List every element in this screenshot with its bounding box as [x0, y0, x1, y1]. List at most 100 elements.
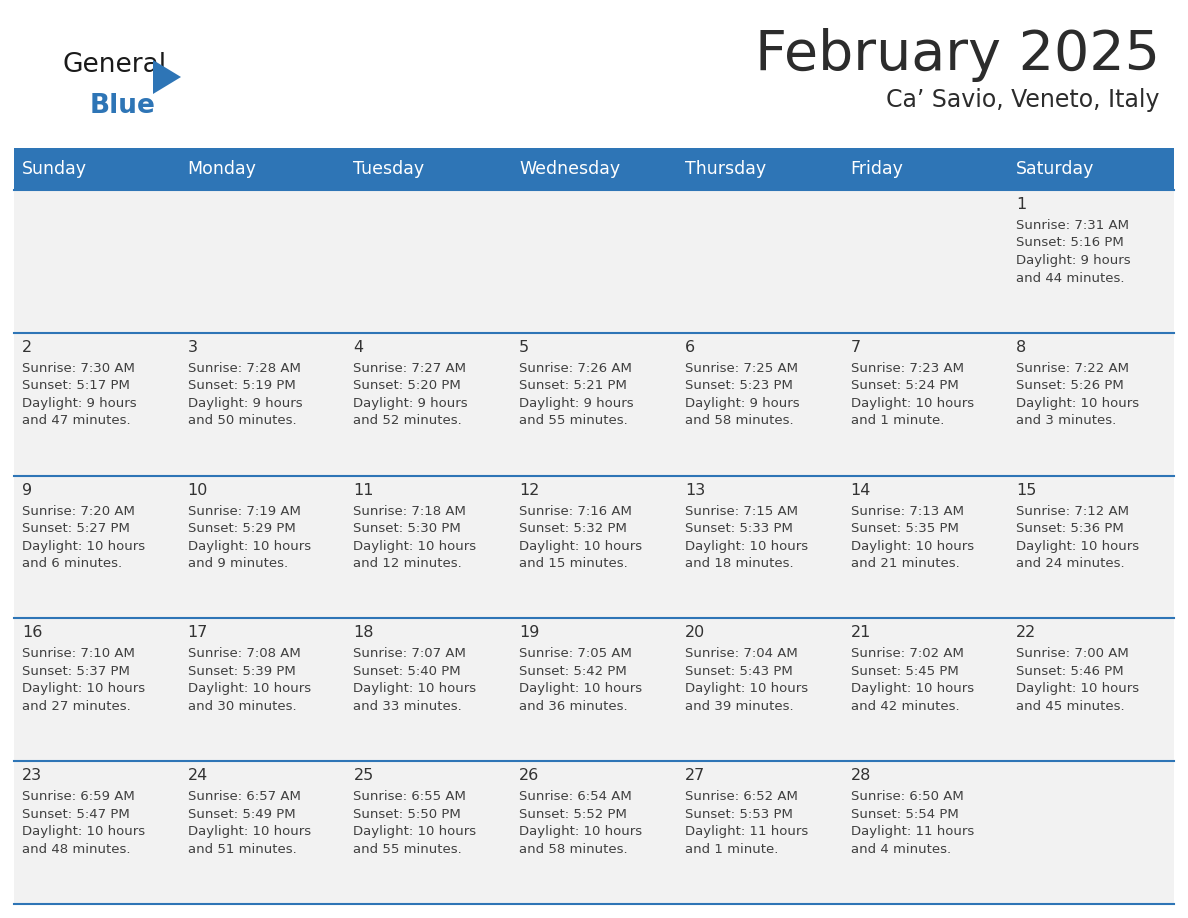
Text: and 50 minutes.: and 50 minutes.	[188, 414, 296, 427]
Text: and 47 minutes.: and 47 minutes.	[23, 414, 131, 427]
Text: and 55 minutes.: and 55 minutes.	[519, 414, 628, 427]
Text: 9: 9	[23, 483, 32, 498]
Text: Sunrise: 7:08 AM: Sunrise: 7:08 AM	[188, 647, 301, 660]
Text: Sunset: 5:52 PM: Sunset: 5:52 PM	[519, 808, 627, 821]
Text: 17: 17	[188, 625, 208, 641]
Bar	[14, 761, 1174, 904]
Text: Tuesday: Tuesday	[353, 160, 424, 178]
Text: and 48 minutes.: and 48 minutes.	[23, 843, 131, 856]
Text: and 52 minutes.: and 52 minutes.	[353, 414, 462, 427]
Text: Sunrise: 7:10 AM: Sunrise: 7:10 AM	[23, 647, 135, 660]
Text: and 51 minutes.: and 51 minutes.	[188, 843, 297, 856]
Text: General: General	[62, 52, 166, 78]
Bar	[14, 619, 1174, 761]
Text: Sunset: 5:26 PM: Sunset: 5:26 PM	[1016, 379, 1124, 392]
Text: 10: 10	[188, 483, 208, 498]
Text: Sunset: 5:47 PM: Sunset: 5:47 PM	[23, 808, 129, 821]
Text: and 27 minutes.: and 27 minutes.	[23, 700, 131, 713]
Text: 20: 20	[684, 625, 706, 641]
Text: 2: 2	[23, 340, 32, 354]
Text: Sunrise: 7:22 AM: Sunrise: 7:22 AM	[1016, 362, 1130, 375]
Text: Sunrise: 7:19 AM: Sunrise: 7:19 AM	[188, 505, 301, 518]
Text: 26: 26	[519, 768, 539, 783]
Text: Sunset: 5:39 PM: Sunset: 5:39 PM	[188, 665, 296, 677]
Text: Sunset: 5:24 PM: Sunset: 5:24 PM	[851, 379, 959, 392]
Text: Monday: Monday	[188, 160, 257, 178]
Text: Sunset: 5:29 PM: Sunset: 5:29 PM	[188, 522, 296, 535]
Text: and 12 minutes.: and 12 minutes.	[353, 557, 462, 570]
Text: Daylight: 10 hours: Daylight: 10 hours	[188, 825, 311, 838]
Text: 4: 4	[353, 340, 364, 354]
Text: Daylight: 11 hours: Daylight: 11 hours	[851, 825, 974, 838]
Text: Sunset: 5:46 PM: Sunset: 5:46 PM	[1016, 665, 1124, 677]
Text: Sunrise: 7:15 AM: Sunrise: 7:15 AM	[684, 505, 798, 518]
Text: Sunset: 5:49 PM: Sunset: 5:49 PM	[188, 808, 296, 821]
Text: Daylight: 10 hours: Daylight: 10 hours	[519, 682, 643, 696]
Text: Sunset: 5:45 PM: Sunset: 5:45 PM	[851, 665, 959, 677]
Text: Daylight: 11 hours: Daylight: 11 hours	[684, 825, 808, 838]
Text: Daylight: 9 hours: Daylight: 9 hours	[1016, 254, 1131, 267]
Text: Sunrise: 7:04 AM: Sunrise: 7:04 AM	[684, 647, 797, 660]
Text: Sunset: 5:33 PM: Sunset: 5:33 PM	[684, 522, 792, 535]
Text: Sunrise: 7:27 AM: Sunrise: 7:27 AM	[353, 362, 467, 375]
Text: Sunset: 5:20 PM: Sunset: 5:20 PM	[353, 379, 461, 392]
Text: Sunrise: 7:25 AM: Sunrise: 7:25 AM	[684, 362, 798, 375]
Text: 24: 24	[188, 768, 208, 783]
Text: Daylight: 10 hours: Daylight: 10 hours	[353, 825, 476, 838]
Text: Sunrise: 6:50 AM: Sunrise: 6:50 AM	[851, 790, 963, 803]
Bar	[14, 333, 1174, 476]
Text: and 6 minutes.: and 6 minutes.	[23, 557, 122, 570]
Text: Sunset: 5:37 PM: Sunset: 5:37 PM	[23, 665, 129, 677]
Text: Sunset: 5:36 PM: Sunset: 5:36 PM	[1016, 522, 1124, 535]
Text: 16: 16	[23, 625, 43, 641]
Text: Sunset: 5:35 PM: Sunset: 5:35 PM	[851, 522, 959, 535]
Text: Daylight: 10 hours: Daylight: 10 hours	[519, 825, 643, 838]
Text: Sunrise: 7:31 AM: Sunrise: 7:31 AM	[1016, 219, 1130, 232]
Text: Daylight: 10 hours: Daylight: 10 hours	[851, 397, 974, 409]
Text: Daylight: 10 hours: Daylight: 10 hours	[1016, 540, 1139, 553]
Text: Daylight: 10 hours: Daylight: 10 hours	[23, 825, 145, 838]
Text: 22: 22	[1016, 625, 1037, 641]
Text: Sunrise: 7:02 AM: Sunrise: 7:02 AM	[851, 647, 963, 660]
Text: Daylight: 10 hours: Daylight: 10 hours	[353, 682, 476, 696]
Text: and 21 minutes.: and 21 minutes.	[851, 557, 960, 570]
Text: Daylight: 9 hours: Daylight: 9 hours	[684, 397, 800, 409]
Text: Ca’ Savio, Veneto, Italy: Ca’ Savio, Veneto, Italy	[886, 88, 1159, 112]
Text: Daylight: 10 hours: Daylight: 10 hours	[519, 540, 643, 553]
Text: Thursday: Thursday	[684, 160, 766, 178]
Text: and 44 minutes.: and 44 minutes.	[1016, 272, 1125, 285]
Text: Sunrise: 7:05 AM: Sunrise: 7:05 AM	[519, 647, 632, 660]
Text: 21: 21	[851, 625, 871, 641]
Text: Blue: Blue	[90, 93, 156, 119]
Text: Sunrise: 7:00 AM: Sunrise: 7:00 AM	[1016, 647, 1129, 660]
Text: Sunset: 5:27 PM: Sunset: 5:27 PM	[23, 522, 129, 535]
Text: Sunset: 5:32 PM: Sunset: 5:32 PM	[519, 522, 627, 535]
Text: Daylight: 9 hours: Daylight: 9 hours	[23, 397, 137, 409]
Text: Sunset: 5:54 PM: Sunset: 5:54 PM	[851, 808, 959, 821]
Text: Sunset: 5:53 PM: Sunset: 5:53 PM	[684, 808, 792, 821]
Text: Sunrise: 7:23 AM: Sunrise: 7:23 AM	[851, 362, 963, 375]
Text: Daylight: 9 hours: Daylight: 9 hours	[353, 397, 468, 409]
Text: and 45 minutes.: and 45 minutes.	[1016, 700, 1125, 713]
Text: and 39 minutes.: and 39 minutes.	[684, 700, 794, 713]
Text: and 36 minutes.: and 36 minutes.	[519, 700, 627, 713]
Text: Sunrise: 7:07 AM: Sunrise: 7:07 AM	[353, 647, 467, 660]
Text: 8: 8	[1016, 340, 1026, 354]
Text: 28: 28	[851, 768, 871, 783]
Text: Daylight: 9 hours: Daylight: 9 hours	[519, 397, 633, 409]
Text: Daylight: 10 hours: Daylight: 10 hours	[684, 540, 808, 553]
Text: Sunrise: 6:57 AM: Sunrise: 6:57 AM	[188, 790, 301, 803]
Text: Sunset: 5:23 PM: Sunset: 5:23 PM	[684, 379, 792, 392]
Text: Daylight: 10 hours: Daylight: 10 hours	[851, 682, 974, 696]
Text: and 3 minutes.: and 3 minutes.	[1016, 414, 1117, 427]
Text: Wednesday: Wednesday	[519, 160, 620, 178]
Text: 14: 14	[851, 483, 871, 498]
Text: 3: 3	[188, 340, 197, 354]
Text: Daylight: 10 hours: Daylight: 10 hours	[1016, 397, 1139, 409]
Text: and 9 minutes.: and 9 minutes.	[188, 557, 287, 570]
Text: Daylight: 10 hours: Daylight: 10 hours	[188, 682, 311, 696]
Text: and 4 minutes.: and 4 minutes.	[851, 843, 950, 856]
Text: 19: 19	[519, 625, 539, 641]
Text: and 58 minutes.: and 58 minutes.	[519, 843, 627, 856]
Text: Sunset: 5:40 PM: Sunset: 5:40 PM	[353, 665, 461, 677]
